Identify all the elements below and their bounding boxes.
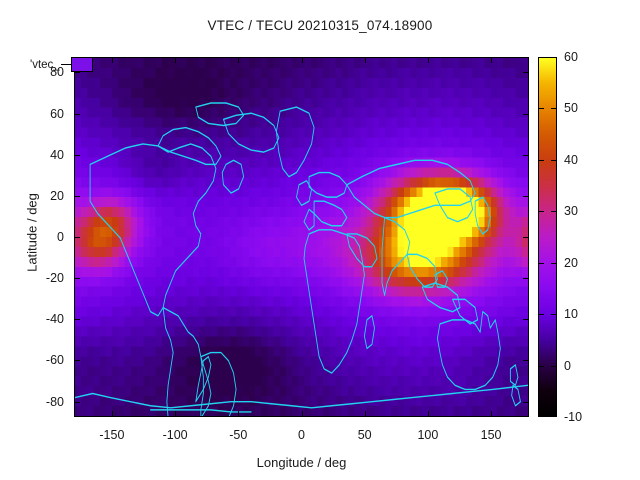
colorbar-tick-label-30: 30 — [564, 204, 578, 219]
y-tick-mark — [523, 402, 529, 403]
y-tick-mark — [74, 319, 80, 320]
y-tick-mark — [74, 402, 80, 403]
plot-key-dash — [60, 64, 71, 65]
colorbar-tick-mark — [538, 108, 544, 109]
vtec-heatmap-layer — [75, 58, 528, 416]
y-tick-mark — [74, 114, 80, 115]
y-tick-label--40: -40 — [45, 312, 64, 327]
colorbar-tick-mark — [538, 263, 544, 264]
y-tick-mark — [74, 196, 80, 197]
x-tick-mark — [112, 411, 113, 417]
y-tick-mark — [74, 72, 80, 73]
colorbar-tick-label-60: 60 — [564, 50, 578, 64]
y-tick-label--20: -20 — [45, 271, 64, 286]
y-tick-label--60: -60 — [45, 353, 64, 368]
colorbar-tick-label-40: 40 — [564, 152, 578, 167]
y-tick-label-20: 20 — [50, 188, 64, 203]
x-tick-label-50: 50 — [357, 428, 372, 442]
y-tick-mark — [523, 155, 529, 156]
colorbar-tick-mark — [551, 366, 557, 367]
colorbar-tick-mark — [551, 211, 557, 212]
page-title: VTEC / TECU 20210315_074.18900 — [207, 18, 433, 33]
colorbar-tick-mark — [551, 160, 557, 161]
x-tick-mark — [365, 411, 366, 417]
colorbar-tick-mark — [551, 263, 557, 264]
colorbar-tick-mark — [538, 366, 544, 367]
y-tick-mark — [523, 196, 529, 197]
x-tick-mark — [175, 57, 176, 63]
x-tick-mark — [365, 57, 366, 63]
y-tick-label-0: 0 — [57, 230, 64, 244]
y-tick-mark — [523, 114, 529, 115]
y-tick-mark — [74, 278, 80, 279]
x-tick-mark — [491, 57, 492, 63]
colorbar-tick-mark — [551, 314, 557, 315]
colorbar-tick-mark — [551, 108, 557, 109]
x-tick-mark — [302, 411, 303, 417]
y-tick-label-60: 60 — [50, 106, 64, 121]
colorbar-tick-mark — [538, 211, 544, 212]
y-tick-mark — [74, 360, 80, 361]
coastline-overlay — [75, 102, 528, 416]
x-tick-mark — [238, 57, 239, 63]
plot-key-label: 'vtec_ — [30, 58, 60, 71]
x-tick-mark — [238, 411, 239, 417]
y-tick-label--80: -80 — [45, 394, 64, 409]
y-tick-label-80: 80 — [50, 65, 64, 80]
plot-key: 'vtec_ — [30, 57, 93, 72]
x-tick-label--150: -150 — [99, 428, 125, 442]
x-tick-mark — [302, 57, 303, 63]
y-tick-mark — [523, 319, 529, 320]
colorbar-tick-label-20: 20 — [564, 255, 578, 270]
plot-key-swatch — [70, 57, 93, 72]
y-tick-mark — [523, 278, 529, 279]
x-tick-mark — [428, 411, 429, 417]
colorbar-tick-mark — [538, 160, 544, 161]
vtec-heatmap-canvas — [75, 58, 528, 416]
colorbar-tick-label-neg10: -10 — [564, 410, 583, 424]
colorbar-tick-mark — [538, 314, 544, 315]
y-tick-mark — [523, 360, 529, 361]
colorbar-tick-label-50: 50 — [564, 101, 578, 116]
y-tick-mark — [523, 72, 529, 73]
x-tick-mark — [175, 411, 176, 417]
x-tick-mark — [491, 411, 492, 417]
x-tick-mark — [112, 57, 113, 63]
x-tick-label--50: -50 — [229, 428, 248, 442]
x-axis-title: Longitude / deg — [256, 455, 347, 470]
y-tick-mark — [74, 155, 80, 156]
colorbar-tick-label-10: 10 — [564, 307, 578, 322]
plot-area[interactable] — [74, 57, 529, 417]
x-tick-label-0: 0 — [298, 428, 305, 442]
x-tick-label--100: -100 — [162, 428, 188, 442]
colorbar-gradient — [539, 58, 556, 416]
y-tick-label-40: 40 — [50, 147, 64, 162]
coastline-paths — [75, 102, 528, 416]
y-axis-title: Latitude / deg — [24, 193, 40, 272]
x-tick-label-150: 150 — [480, 428, 502, 442]
y-tick-mark — [74, 237, 80, 238]
x-tick-mark — [428, 57, 429, 63]
x-tick-label-100: 100 — [417, 428, 439, 442]
colorbar — [538, 57, 557, 417]
y-tick-mark — [523, 237, 529, 238]
colorbar-tick-label-0: 0 — [564, 358, 571, 373]
